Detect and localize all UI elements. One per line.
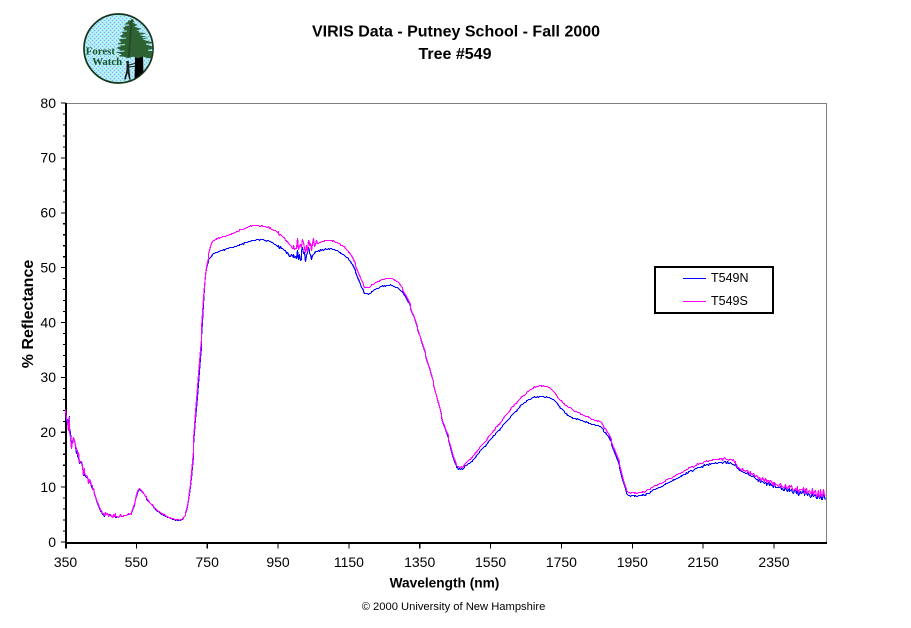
svg-text:10: 10 bbox=[40, 479, 56, 495]
svg-text:0: 0 bbox=[48, 534, 56, 550]
svg-text:1550: 1550 bbox=[475, 554, 506, 570]
svg-text:T549N: T549N bbox=[711, 271, 749, 285]
svg-text:Wavelength (nm): Wavelength (nm) bbox=[390, 576, 500, 591]
svg-text:% Reflectance: % Reflectance bbox=[20, 260, 37, 369]
svg-text:50: 50 bbox=[40, 259, 56, 275]
svg-text:350: 350 bbox=[54, 554, 78, 570]
svg-text:© 2000 University of New Hamps: © 2000 University of New Hampshire bbox=[362, 601, 546, 613]
svg-text:1150: 1150 bbox=[334, 554, 364, 570]
svg-text:1750: 1750 bbox=[546, 554, 577, 570]
svg-text:30: 30 bbox=[40, 369, 56, 385]
svg-text:2350: 2350 bbox=[758, 554, 789, 570]
svg-text:550: 550 bbox=[125, 554, 149, 570]
svg-text:80: 80 bbox=[40, 95, 56, 111]
svg-text:2150: 2150 bbox=[688, 554, 719, 570]
svg-text:Watch: Watch bbox=[92, 56, 122, 68]
svg-text:750: 750 bbox=[196, 554, 220, 570]
svg-text:1950: 1950 bbox=[617, 554, 648, 570]
svg-text:T549S: T549S bbox=[711, 294, 748, 308]
svg-text:70: 70 bbox=[40, 150, 56, 166]
svg-text:1350: 1350 bbox=[404, 554, 435, 570]
svg-text:Tree #549: Tree #549 bbox=[419, 46, 492, 63]
svg-text:20: 20 bbox=[40, 424, 56, 440]
svg-text:60: 60 bbox=[40, 205, 56, 221]
svg-text:40: 40 bbox=[40, 314, 56, 330]
svg-text:950: 950 bbox=[266, 554, 290, 570]
svg-text:VIRIS Data - Putney School - F: VIRIS Data - Putney School - Fall 2000 bbox=[312, 24, 600, 41]
